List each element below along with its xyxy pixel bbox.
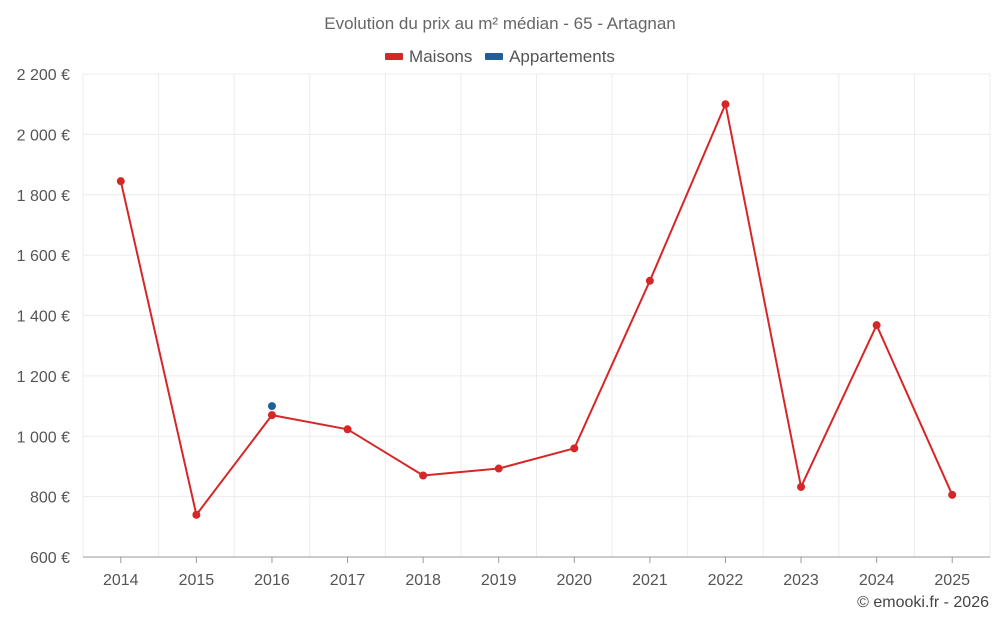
- y-tick-label: 1 000 €: [17, 429, 70, 446]
- series-lines: [119, 103, 954, 516]
- data-point-maisons: [116, 177, 125, 186]
- grid: [82, 73, 991, 558]
- y-tick-label: 1 800 €: [17, 188, 70, 205]
- data-point-maisons: [267, 411, 276, 420]
- legend-swatch-maisons: [385, 53, 404, 60]
- data-point-maisons: [797, 482, 806, 491]
- y-tick-label: 800 €: [30, 490, 70, 507]
- data-point-maisons: [192, 510, 201, 519]
- legend-item-maisons[interactable]: Maisons: [385, 47, 472, 67]
- data-point-appartements: [267, 402, 276, 411]
- y-tick-label: 1 200 €: [17, 369, 70, 386]
- x-tick-label: 2020: [556, 572, 592, 589]
- x-tick-label: 2016: [254, 572, 290, 589]
- axes: 600 € 800 € 1 000 € 1 200 € 1 400 € 1 600 € 1 …: [17, 67, 990, 589]
- x-tick-label: 2015: [179, 572, 215, 589]
- legend-label-appartements: Appartements: [509, 46, 615, 66]
- x-tick-label: 2023: [783, 572, 819, 589]
- series-line-maisons: [119, 103, 954, 516]
- credit: © emooki.fr - 2026: [857, 594, 989, 611]
- data-point-maisons: [570, 444, 579, 453]
- x-tick-label: 2018: [405, 572, 441, 589]
- y-tick-label: 1 400 €: [17, 309, 70, 326]
- x-tick-label: 2021: [632, 572, 668, 589]
- legend: Maisons Appartements: [0, 45, 1000, 67]
- legend-item-appartements[interactable]: Appartements: [485, 47, 615, 67]
- data-point-maisons: [645, 276, 654, 285]
- x-tick-label: 2017: [330, 572, 366, 589]
- x-tick-label: 2022: [708, 572, 744, 589]
- data-point-maisons: [721, 100, 730, 109]
- data-point-maisons: [343, 425, 352, 434]
- x-tick-label: 2019: [481, 572, 517, 589]
- x-tick-label: 2025: [934, 572, 970, 589]
- data-point-maisons: [948, 490, 957, 499]
- legend-swatch-appartements: [485, 53, 504, 60]
- legend-label-maisons: Maisons: [409, 46, 473, 66]
- y-tick-label: 2 000 €: [17, 127, 70, 144]
- data-point-maisons: [872, 321, 881, 330]
- y-tick-label: 2 200 €: [17, 67, 70, 84]
- y-tick-label: 1 600 €: [17, 248, 70, 265]
- data-point-maisons: [419, 471, 428, 480]
- x-tick-label: 2014: [103, 572, 139, 589]
- x-tick-label: 2024: [859, 572, 895, 589]
- data-point-maisons: [494, 464, 503, 473]
- y-tick-label: 600 €: [30, 550, 70, 567]
- series-points: [116, 100, 957, 519]
- chart-title: Evolution du prix au m² médian - 65 - Ar…: [324, 14, 676, 33]
